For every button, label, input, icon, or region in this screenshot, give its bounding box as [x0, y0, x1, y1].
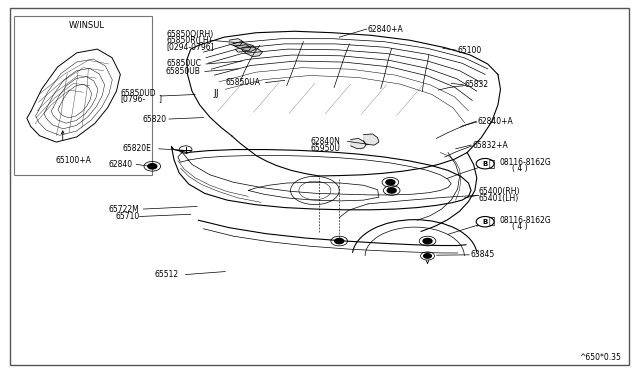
Bar [14, 16, 152, 175]
Text: 65401(LH): 65401(LH) [479, 194, 519, 203]
Text: W/INSUL: W/INSUL [68, 21, 104, 30]
Text: B: B [483, 219, 488, 225]
Text: 65832: 65832 [465, 80, 489, 89]
Text: 65850UB: 65850UB [165, 67, 200, 76]
Text: 08116-8162G: 08116-8162G [499, 158, 551, 167]
Text: 62840+A: 62840+A [368, 25, 404, 33]
Text: [0796-: [0796- [120, 94, 145, 103]
Text: 65850R(LH): 65850R(LH) [166, 36, 212, 45]
Polygon shape [364, 134, 379, 145]
Polygon shape [351, 138, 366, 149]
Text: 62840: 62840 [109, 160, 133, 169]
Circle shape [387, 188, 396, 193]
Text: ( 4 ): ( 4 ) [512, 164, 527, 173]
Polygon shape [242, 46, 262, 57]
Text: 65512: 65512 [155, 270, 179, 279]
Text: B: B [483, 161, 488, 167]
Text: ^650*0.35: ^650*0.35 [579, 353, 621, 362]
Text: 65832+A: 65832+A [472, 141, 508, 150]
Text: 65850Q(RH): 65850Q(RH) [166, 30, 214, 39]
Text: J: J [214, 89, 216, 98]
Text: 63845: 63845 [470, 250, 495, 259]
Circle shape [476, 217, 494, 227]
Circle shape [423, 238, 432, 244]
Text: Ⓑ: Ⓑ [488, 158, 495, 168]
Circle shape [424, 254, 431, 258]
Polygon shape [234, 42, 256, 51]
Circle shape [476, 158, 494, 169]
Text: 65820E: 65820E [123, 144, 152, 153]
Circle shape [335, 238, 344, 244]
Text: 65850UA: 65850UA [225, 78, 260, 87]
Text: ]: ] [159, 94, 162, 103]
Text: 65722M: 65722M [109, 205, 140, 214]
Text: ( 4 ): ( 4 ) [512, 222, 527, 231]
Polygon shape [229, 39, 243, 46]
Text: 65400(RH): 65400(RH) [479, 187, 520, 196]
Text: 62840+A: 62840+A [477, 117, 513, 126]
Text: 65100: 65100 [458, 46, 482, 55]
Circle shape [386, 180, 395, 185]
Polygon shape [236, 45, 251, 52]
Text: 65850UC: 65850UC [166, 60, 202, 68]
Text: 65100+A: 65100+A [56, 156, 92, 165]
Circle shape [148, 164, 157, 169]
Text: J: J [215, 89, 218, 98]
Text: 65850UD: 65850UD [120, 89, 156, 97]
Text: 08116-8162G: 08116-8162G [499, 216, 551, 225]
Text: Ⓑ: Ⓑ [488, 215, 495, 225]
Text: 65950U: 65950U [310, 144, 340, 153]
Text: [0294-0796]: [0294-0796] [166, 42, 214, 51]
Text: 65710: 65710 [115, 212, 140, 221]
Text: 62840N: 62840N [310, 137, 340, 146]
Text: 65820: 65820 [142, 115, 166, 124]
